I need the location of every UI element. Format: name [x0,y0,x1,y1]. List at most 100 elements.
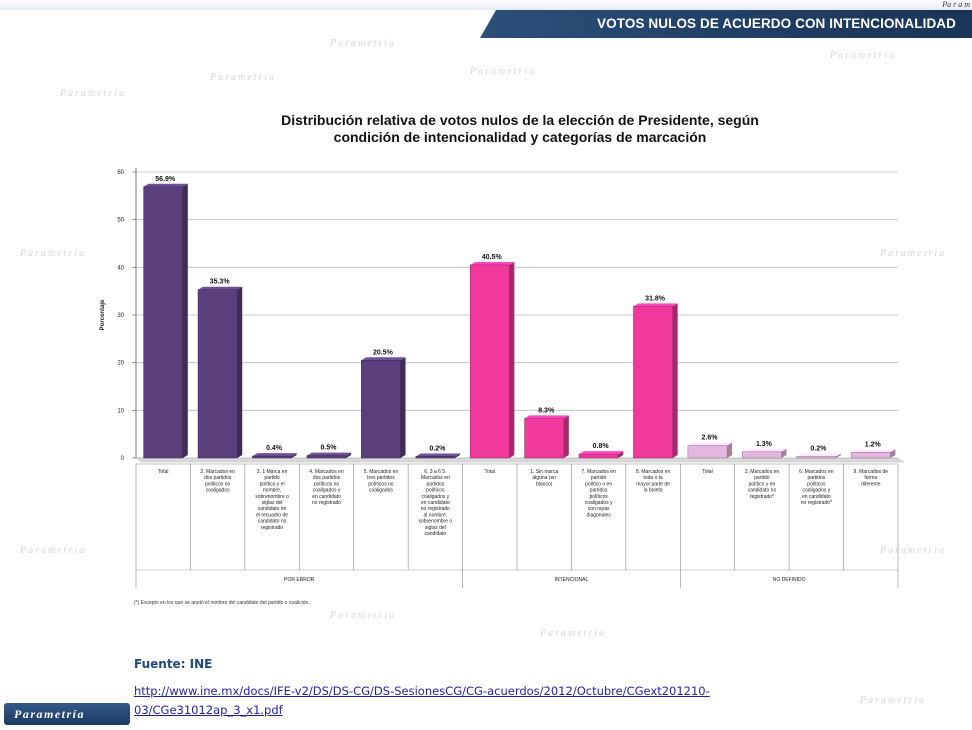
page-title: VOTOS NULOS DE ACUERDO CON INTENCIONALID… [597,16,956,31]
bar [361,357,406,459]
bar-top [687,442,733,446]
y-tick-label: 10 [117,408,124,414]
bar [524,415,569,459]
bar-top [579,451,624,455]
category-label: 1. Sin marca alguna (en blanco) [530,469,558,487]
y-tick-label: 20 [117,361,124,367]
bar-front [578,453,619,459]
watermark-word: Parametria [830,50,897,61]
watermark-word: Parametria [210,72,277,83]
group-label: INTENCIONAL [555,577,589,583]
category-label: 2. Marcados en dos partidos políticos no co… [200,469,235,494]
watermark-word: Parametria [470,66,537,77]
watermark-word: Parametria [330,38,397,49]
data-label: 0.2% [429,446,446,453]
bar-top [851,449,896,453]
bar-top [633,303,678,307]
bar-side [346,452,352,458]
data-label: 31.8% [645,295,666,302]
bar [143,183,188,459]
category-label: 8. Marcados en toda o la mayor parte de la … [636,469,671,494]
bar [306,452,352,459]
bar [469,261,515,459]
data-label: 1.3% [756,441,773,448]
data-label: 0.4% [266,445,283,452]
category-label: 5. Marcados en tres partidos políticos no c… [364,469,399,494]
watermark-word: Parametria [860,695,927,706]
bar-front [469,264,510,459]
bar [687,442,733,459]
bar-top [742,448,787,452]
bar-side [835,453,841,458]
bar-front [687,445,728,459]
data-label: 8.3% [538,407,555,414]
bar-front [361,360,401,459]
y-tick-label: 40 [117,265,124,271]
category-label: 7. Marcados en partido político o en partid… [581,469,616,518]
top-strip [0,0,972,10]
bar-side [454,453,460,458]
watermark-word: Parametria [330,610,397,621]
chart-footnote: (*) Excepto en los que se anotó el nombr… [134,600,310,606]
category-label: Total [485,469,496,475]
category-label: Total [702,469,713,475]
chart-title-line-1: Distribución relativa de votos nulos de … [281,112,759,128]
header-banner: VOTOS NULOS DE ACUERDO CON INTENCIONALID… [480,10,972,38]
category-label: 3. 1 Marca en partido político y el nombre,… [255,469,289,531]
bar [850,449,896,459]
bar-front [415,456,456,459]
category-label: 6. 3 a 6 5. Marcados en partidos políticos c… [419,469,453,537]
bar [197,286,243,459]
watermark-word: Parametria [880,248,947,259]
data-label: 2.6% [702,435,719,442]
category-label: 4. Marcados en dos partidos políticos no co… [309,469,344,506]
parametria-logo: Parametría [4,703,130,725]
bar-side [400,357,406,458]
bar [796,453,841,459]
bar-side [237,286,243,458]
data-label: 0.2% [810,446,827,453]
bar-top [796,453,841,457]
data-label: 35.3% [210,279,231,286]
bar-front [306,455,347,459]
bar-front [796,456,837,459]
chart-title: Distribución relativa de votos nulos de … [200,112,840,146]
category-label: Total [158,469,169,475]
bar-side [618,451,624,458]
bar-top [470,261,515,265]
bar [742,448,787,459]
group-label: NO DEFINIDO [773,577,806,583]
bar-top [415,453,460,457]
bar-top [524,415,569,419]
y-axis-label: Porcentaje [100,299,106,330]
bar-top [361,357,406,361]
source-link[interactable]: http://www.ine.mx/docs/IFE-v2/DS/DS-CG/D… [134,684,710,717]
logo-text: Parametría [14,707,85,721]
watermark-word: Parametria [20,248,87,259]
category-label: 9. Marcados de forma diferente [854,469,889,487]
bar-front [524,418,565,459]
bar-side [727,442,733,458]
watermark-word: Parametria [880,545,947,556]
bar-side [563,415,569,458]
source-label: Fuente: INE [134,657,213,671]
bar-side [890,449,896,458]
bar [252,453,297,459]
category-label: 3. Marcados en partido político y en candid… [745,469,780,500]
bar-front [850,452,891,459]
bar [633,303,678,459]
bar [578,451,624,459]
bar-front [633,306,673,459]
corner-text: Pa r a m [942,0,970,9]
group-label: POR ERROR [284,577,315,583]
bar-side [291,453,297,458]
data-label: 0.8% [593,443,610,450]
bar-side [672,303,678,458]
chart-title-line-2: condición de intencionalidad y categoría… [333,129,707,145]
bar-front [252,455,292,459]
y-tick-label: 50 [117,218,124,224]
y-tick-label: 30 [117,313,124,319]
bar-front [197,289,238,459]
data-label: 40.5% [482,254,503,261]
